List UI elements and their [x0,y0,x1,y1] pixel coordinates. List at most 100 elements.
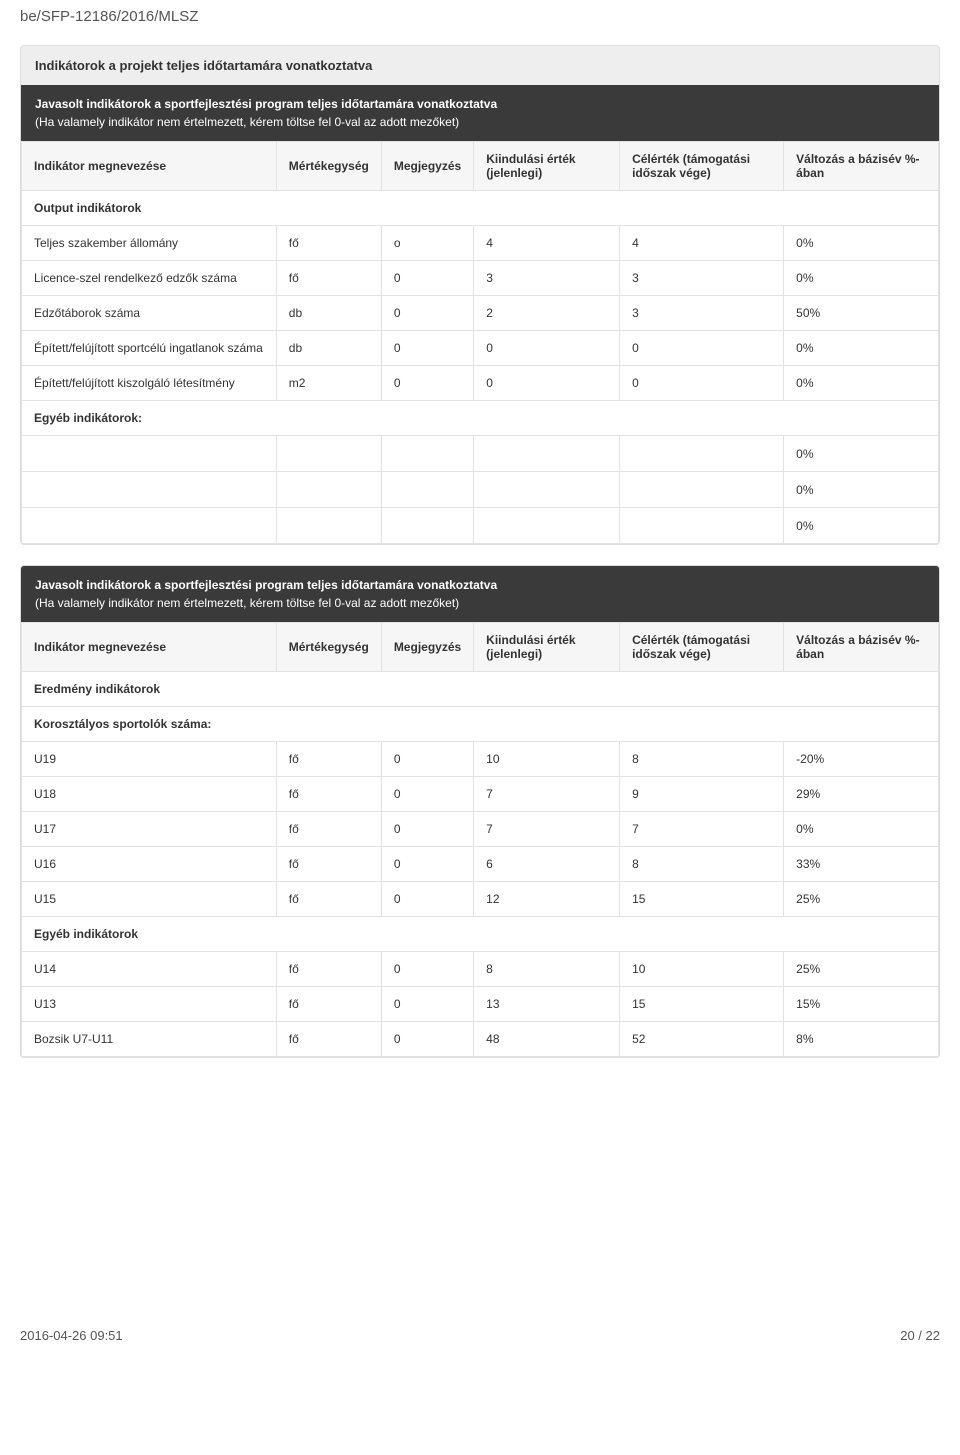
cell-name [22,508,277,544]
cell-change: 0% [784,472,939,508]
footer-page-number: 20 / 22 [900,1328,940,1343]
section-label: Egyéb indikátorok [22,917,939,952]
cell-change: 25% [784,882,939,917]
cell-target: 7 [620,812,784,847]
footer-timestamp: 2016-04-26 09:51 [20,1328,123,1343]
cell-name: Licence-szel rendelkező edzők száma [22,261,277,296]
banner-subtitle: (Ha valamely indikátor nem értelmezett, … [35,594,925,612]
cell-target: 8 [620,847,784,882]
cell-note: 0 [381,1022,473,1057]
cell-name: U16 [22,847,277,882]
col-target: Célérték (támogatási időszak vége) [620,623,784,672]
cell-change: 0% [784,261,939,296]
panel-banner: Javasolt indikátorok a sportfejlesztési … [21,85,939,141]
output-indicators-table: Indikátor megnevezése Mértékegység Megje… [21,141,939,544]
cell-unit: m2 [276,366,381,401]
table-row: U15fő0121525% [22,882,939,917]
table-row-empty: 0% [22,436,939,472]
cell-target: 8 [620,742,784,777]
cell-target: 10 [620,952,784,987]
col-change: Változás a bázisév %-ában [784,142,939,191]
section-label: Output indikátorok [22,191,939,226]
cell-note [381,436,473,472]
cell-change: 25% [784,952,939,987]
table-row: U18fő07929% [22,777,939,812]
cell-note [381,508,473,544]
cell-target: 0 [620,366,784,401]
result-indicators-table: Indikátor megnevezése Mértékegység Megje… [21,622,939,1057]
cell-name: U14 [22,952,277,987]
cell-target: 4 [620,226,784,261]
col-start: Kiindulási érték (jelenlegi) [474,142,620,191]
cell-name: Épített/felújított kiszolgáló létesítmén… [22,366,277,401]
cell-change: 0% [784,812,939,847]
cell-target [620,508,784,544]
section-label: Egyéb indikátorok: [22,401,939,436]
cell-note: 0 [381,777,473,812]
cell-name: U18 [22,777,277,812]
table-row: U16fő06833% [22,847,939,882]
col-note: Megjegyzés [381,623,473,672]
cell-name: Teljes szakember állomány [22,226,277,261]
cell-unit: fő [276,226,381,261]
cell-start: 4 [474,226,620,261]
table-section-row: Egyéb indikátorok: [22,401,939,436]
table-row: Teljes szakember állományfőo440% [22,226,939,261]
cell-name: Bozsik U7-U11 [22,1022,277,1057]
table-row: Épített/felújított kiszolgáló létesítmén… [22,366,939,401]
cell-start: 10 [474,742,620,777]
cell-change: 0% [784,508,939,544]
cell-note [381,472,473,508]
cell-note: 0 [381,882,473,917]
section-label: Eredmény indikátorok [22,672,939,707]
cell-unit: fő [276,882,381,917]
cell-start: 2 [474,296,620,331]
cell-name: U17 [22,812,277,847]
section-label: Korosztályos sportolók száma: [22,707,939,742]
cell-name: Épített/felújított sportcélú ingatlanok … [22,331,277,366]
panel-output-indicators: Indikátorok a projekt teljes időtartamár… [20,45,940,545]
cell-note: 0 [381,261,473,296]
cell-change: 33% [784,847,939,882]
cell-target: 0 [620,331,784,366]
table-section-row: Output indikátorok [22,191,939,226]
cell-start: 13 [474,987,620,1022]
cell-start [474,508,620,544]
cell-change: 0% [784,366,939,401]
panel-banner: Javasolt indikátorok a sportfejlesztési … [21,566,939,622]
cell-note: 0 [381,296,473,331]
col-unit: Mértékegység [276,142,381,191]
cell-name: U15 [22,882,277,917]
table-row: Licence-szel rendelkező edzők számafő033… [22,261,939,296]
table-section-row: Eredmény indikátorok [22,672,939,707]
page-footer: 2016-04-26 09:51 20 / 22 [20,1078,940,1363]
cell-unit: fő [276,742,381,777]
cell-name: U13 [22,987,277,1022]
cell-unit [276,436,381,472]
table-header-row: Indikátor megnevezése Mértékegység Megje… [22,142,939,191]
cell-target: 52 [620,1022,784,1057]
table-row: U19fő0108-20% [22,742,939,777]
banner-title: Javasolt indikátorok a sportfejlesztési … [35,95,925,113]
table-row: U13fő0131515% [22,987,939,1022]
table-row: U17fő0770% [22,812,939,847]
cell-start: 3 [474,261,620,296]
cell-unit: fő [276,987,381,1022]
cell-target: 15 [620,987,784,1022]
cell-unit: db [276,296,381,331]
cell-target [620,472,784,508]
cell-unit: fő [276,1022,381,1057]
cell-name [22,472,277,508]
table-row: U14fő081025% [22,952,939,987]
cell-change: 29% [784,777,939,812]
cell-start: 6 [474,847,620,882]
cell-unit [276,508,381,544]
cell-start: 7 [474,777,620,812]
cell-start [474,436,620,472]
table-section-row: Korosztályos sportolók száma: [22,707,939,742]
cell-note: 0 [381,847,473,882]
cell-unit: fő [276,812,381,847]
col-note: Megjegyzés [381,142,473,191]
cell-change: 0% [784,331,939,366]
cell-change: 0% [784,436,939,472]
